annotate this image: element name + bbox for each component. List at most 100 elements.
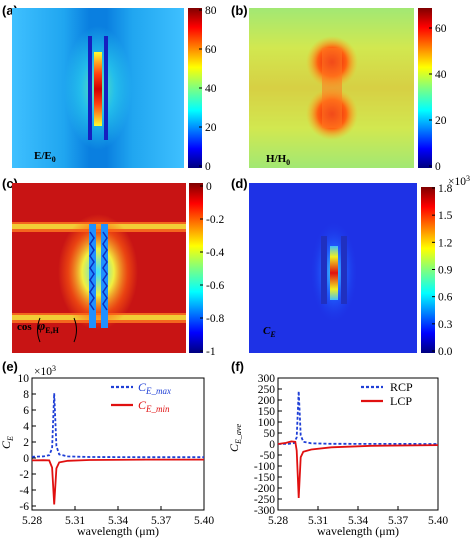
panel-c-field-label: cos φE,H (17, 318, 60, 335)
panel-e-ylabel: CE (0, 436, 15, 449)
legend-cmax-label: CE_max (138, 380, 171, 396)
panel-c: (c) cos φE,H -1-0.8-0.6-0.4-0.20 (2, 176, 224, 358)
colorbar-tick-label: 60 (205, 44, 217, 56)
colorbar-tick-label: -0.2 (206, 214, 224, 226)
y-tick-label: -50 (260, 450, 276, 462)
x-tick-label: 5.34 (108, 515, 128, 527)
panel-a-hotspot (94, 52, 102, 126)
panel-c-bar-texture (89, 231, 108, 311)
x-tick-label: 5.40 (428, 515, 448, 527)
panel-c-colorbar (189, 183, 203, 353)
series-line-rcp (277, 391, 439, 445)
series-line-e-min (31, 458, 204, 505)
panel-b-field-label: H/H0 (266, 153, 290, 167)
panel-d-colorbar-multiplier: ×103 (448, 174, 470, 188)
panel-d-label: (d) (231, 176, 248, 191)
y-tick-label: 200 (258, 395, 276, 407)
panel-e-plot-frame (31, 377, 205, 511)
panel-e-label: (e) (2, 359, 18, 374)
y-tick-label: 250 (258, 384, 276, 396)
y-tick-label: 0 (23, 453, 29, 465)
x-tick-label: 5.37 (151, 515, 171, 527)
colorbar-tick-label: 0 (206, 181, 212, 193)
colorbar-tick-label: -0.8 (206, 313, 224, 325)
panel-f-legend: RCP LCP (361, 380, 413, 408)
panel-e-axes: 5.28 5.31 5.34 5.37 5.40 -6 -4 -2 0 2 4 6 8 10 (18, 373, 215, 527)
x-tick-label: 5.31 (65, 515, 85, 527)
colorbar-tick-label: 20 (205, 122, 217, 134)
y-tick-label: 300 (258, 373, 276, 385)
colorbar-tick-label: 0.0 (438, 346, 453, 358)
y-tick-label: 50 (264, 428, 276, 440)
x-tick-label: 5.31 (308, 515, 328, 527)
y-tick-label: 4 (23, 421, 29, 433)
y-tick-label: 2 (23, 437, 29, 449)
colorbar-tick-label: 60 (435, 23, 447, 35)
y-tick-label: 150 (258, 406, 276, 418)
panel-a-right-bar (104, 36, 108, 140)
series-line-lcp (277, 440, 439, 498)
panel-c-field-label-parens (37, 317, 77, 343)
y-tick-label: 100 (258, 417, 276, 429)
colorbar-tick-label: -0.4 (206, 247, 224, 259)
y-tick-label: -200 (254, 483, 275, 495)
colorbar-tick-label: 1.8 (438, 183, 453, 195)
colorbar-tick-label: 0.6 (438, 292, 453, 304)
colorbar-tick-label: 40 (435, 69, 447, 81)
legend-cmin-label: CE_min (138, 398, 170, 414)
panel-d: (d) CE 0.0 0.3 0.6 0.9 1.2 1.5 1.8 ×103 (231, 174, 470, 358)
colorbar-tick-label: 20 (435, 115, 447, 127)
panel-a-field-label: E/E0 (34, 150, 56, 164)
panel-b-colorbar (418, 8, 432, 168)
y-tick-label: -300 (254, 505, 275, 517)
panel-d-left-bar (321, 236, 327, 304)
colorbar-tick-label: 0 (435, 161, 441, 173)
colorbar-tick-label: 0 (205, 161, 211, 173)
panel-b-column (322, 48, 342, 128)
panel-d-right-bar (341, 236, 347, 304)
panel-f-ylabel: CE_ave (227, 424, 243, 452)
colorbar-tick-label: 80 (205, 5, 217, 17)
colorbar-tick-label: -1 (206, 346, 216, 358)
panel-e-legend: CE_max CE_min (111, 380, 171, 414)
colorbar-tick-label: 1.2 (438, 237, 453, 249)
panel-f-series (277, 391, 439, 498)
colorbar-tick-label: 1.5 (438, 210, 453, 222)
x-tick-label: 5.34 (348, 515, 368, 527)
y-tick-label: -6 (19, 501, 29, 513)
colorbar-tick-label: 0.3 (438, 319, 453, 331)
panel-b: (b) H/H0 0 20 40 60 (231, 3, 447, 173)
panel-e-xlabel: wavelength (μm) (77, 524, 159, 538)
panel-b-colorbar-ticks: 0 20 40 60 (429, 23, 447, 173)
legend-lcp-label: LCP (390, 394, 412, 408)
panel-d-hotspot (330, 246, 338, 300)
x-tick-label: 5.28 (22, 515, 42, 527)
y-tick-label: 0 (269, 439, 275, 451)
y-tick-label: 8 (23, 389, 29, 401)
y-tick-label: 6 (23, 405, 29, 417)
panel-f-label: (f) (231, 359, 244, 374)
x-tick-label: 5.40 (194, 515, 214, 527)
panel-c-colorbar-ticks: -1 -0.8 -0.6 -0.4 -0.2 0 (200, 181, 224, 358)
y-tick-label: 10 (18, 373, 30, 385)
panel-f: (f) 5.28 5.31 5.34 5.37 5.40 -300-250-200-150… (227, 359, 448, 538)
panel-a-left-bar (88, 36, 92, 140)
panel-c-central-glow (58, 214, 138, 330)
series-line-e-max (31, 393, 204, 459)
panel-d-field-label: CE (263, 325, 276, 339)
colorbar-tick-label: -0.6 (206, 280, 224, 292)
panel-d-colorbar-ticks: 0.0 0.3 0.6 0.9 1.2 1.5 1.8 (432, 183, 453, 358)
panel-e-series (31, 393, 204, 505)
x-tick-label: 5.28 (268, 515, 288, 527)
panel-a-colorbar (188, 8, 202, 168)
panel-e-multiplier: ×103 (34, 364, 56, 378)
colorbar-tick-label: 40 (205, 83, 217, 95)
panel-b-label: (b) (231, 3, 248, 18)
colorbar-tick-label: 0.9 (438, 265, 453, 277)
panel-f-axes: 5.28 5.31 5.34 5.37 5.40 -300-250-200-150-100… (254, 373, 448, 527)
panel-d-colorbar (421, 187, 435, 353)
legend-rcp-label: RCP (390, 380, 413, 394)
y-tick-label: -100 (254, 461, 275, 473)
y-tick-label: -4 (19, 485, 29, 497)
